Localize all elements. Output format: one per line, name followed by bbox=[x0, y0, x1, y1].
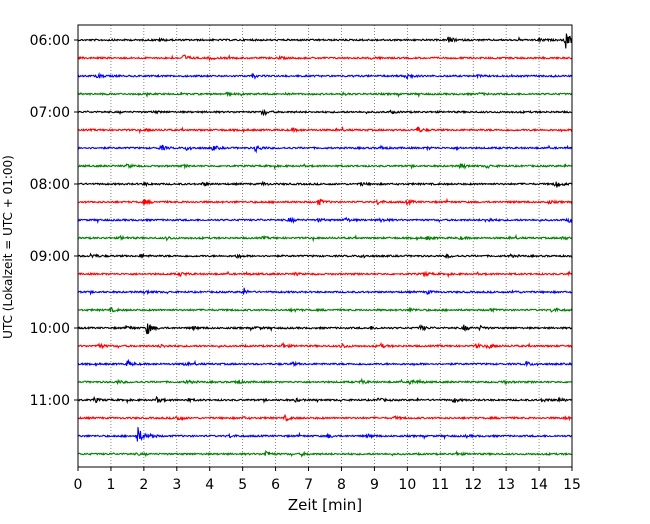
x-tick-label: 13 bbox=[497, 477, 515, 493]
x-tick-label: 15 bbox=[563, 477, 581, 493]
trace-line bbox=[77, 71, 573, 80]
trace-line bbox=[77, 270, 573, 279]
trace-line bbox=[77, 306, 573, 314]
trace-line bbox=[77, 233, 573, 243]
trace-line bbox=[77, 180, 573, 188]
x-tick-label: 10 bbox=[398, 477, 416, 493]
trace-line bbox=[77, 91, 573, 99]
trace-line bbox=[77, 377, 572, 386]
x-tick-label: 14 bbox=[530, 477, 548, 493]
plot-area bbox=[78, 25, 572, 467]
trace-line bbox=[77, 197, 573, 207]
y-tick-label: 11:00 bbox=[30, 393, 70, 409]
x-tick-label: 9 bbox=[370, 477, 379, 493]
y-axis: 06:00 07:00 08:00 09:00 10:00 11:00 bbox=[30, 33, 78, 409]
y-tick-label: 09:00 bbox=[30, 249, 70, 265]
y-tick-label: 10:00 bbox=[30, 321, 70, 337]
x-tick-label: 5 bbox=[238, 477, 247, 493]
x-tick-label: 4 bbox=[205, 477, 214, 493]
x-tick-label: 0 bbox=[74, 477, 83, 493]
x-tick-label: 3 bbox=[172, 477, 181, 493]
x-tick-label: 12 bbox=[464, 477, 482, 493]
trace-line bbox=[77, 449, 572, 458]
y-tick-label: 07:00 bbox=[30, 105, 70, 121]
trace-line bbox=[77, 413, 573, 422]
x-tick-label: 6 bbox=[271, 477, 280, 493]
x-tick-label: 2 bbox=[139, 477, 148, 493]
trace-line bbox=[77, 144, 573, 154]
x-axis-label: Zeit [min] bbox=[288, 496, 362, 514]
trace-line bbox=[77, 358, 572, 368]
trace-line bbox=[77, 54, 573, 62]
trace-line bbox=[77, 427, 573, 442]
x-tick-label: 1 bbox=[106, 477, 115, 493]
trace-line bbox=[77, 216, 573, 225]
x-axis: 0 1 2 3 4 5 6 7 8 9 10 11 12 13 14 15 bbox=[74, 467, 581, 493]
trace-line bbox=[77, 108, 573, 117]
x-tick-label: 7 bbox=[304, 477, 313, 493]
plot-frame bbox=[77, 24, 573, 468]
x-tick-label: 11 bbox=[431, 477, 449, 493]
y-tick-label: 08:00 bbox=[30, 177, 70, 193]
trace-line bbox=[77, 323, 573, 335]
trace-line bbox=[77, 252, 573, 260]
y-axis-label: UTC (Lokalzeit = UTC + 01:00) bbox=[1, 155, 15, 339]
x-tick-label: 8 bbox=[337, 477, 346, 493]
trace-line bbox=[77, 395, 573, 405]
trace-line bbox=[77, 125, 573, 135]
trace-line bbox=[77, 162, 573, 171]
trace-line bbox=[77, 33, 573, 49]
traces bbox=[77, 33, 573, 458]
trace-line bbox=[77, 341, 573, 350]
trace-line bbox=[77, 287, 573, 296]
y-tick-label: 06:00 bbox=[30, 33, 70, 49]
